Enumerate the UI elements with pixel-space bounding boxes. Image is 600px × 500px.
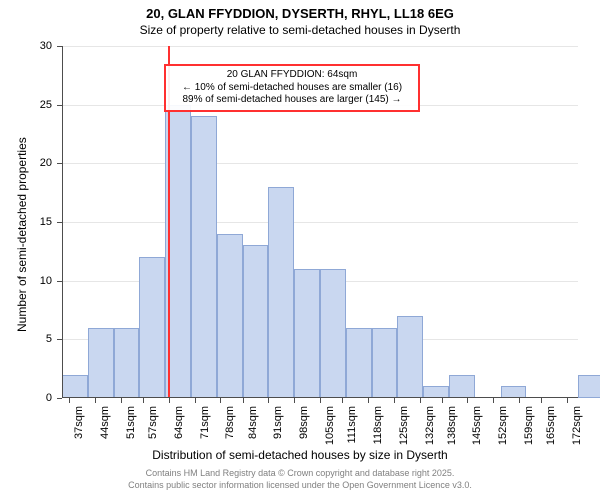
x-tick xyxy=(121,398,122,403)
histogram-bar xyxy=(191,116,217,398)
histogram-bar xyxy=(243,245,269,398)
x-tick-label: 111sqm xyxy=(346,406,358,456)
x-tick-label: 125sqm xyxy=(398,406,410,456)
gridline xyxy=(62,222,578,223)
x-tick-label: 91sqm xyxy=(272,406,284,456)
x-tick-label: 145sqm xyxy=(471,406,483,456)
x-tick xyxy=(519,398,520,403)
y-tick-label: 15 xyxy=(0,216,52,228)
histogram-bar xyxy=(578,375,600,398)
x-tick-label: 152sqm xyxy=(497,406,509,456)
histogram-bar xyxy=(372,328,398,398)
gridline xyxy=(62,163,578,164)
histogram-bar xyxy=(294,269,320,398)
x-tick xyxy=(169,398,170,403)
x-tick xyxy=(69,398,70,403)
x-tick xyxy=(368,398,369,403)
x-tick xyxy=(220,398,221,403)
x-tick-label: 64sqm xyxy=(173,406,185,456)
x-tick xyxy=(342,398,343,403)
annotation-line: 89% of semi-detached houses are larger (… xyxy=(171,94,413,107)
footer-copyright-2: Contains public sector information licen… xyxy=(0,480,600,490)
x-tick xyxy=(143,398,144,403)
x-tick xyxy=(442,398,443,403)
y-tick-label: 30 xyxy=(0,40,52,52)
histogram-bar xyxy=(397,316,423,398)
histogram-bar xyxy=(320,269,346,398)
annotation-box: 20 GLAN FFYDDION: 64sqm← 10% of semi-det… xyxy=(164,64,420,112)
y-tick xyxy=(57,105,62,106)
x-tick-label: 44sqm xyxy=(99,406,111,456)
x-tick-label: 118sqm xyxy=(372,406,384,456)
x-tick xyxy=(567,398,568,403)
annotation-line: ← 10% of semi-detached houses are smalle… xyxy=(171,82,413,95)
x-tick xyxy=(243,398,244,403)
y-tick xyxy=(57,222,62,223)
x-tick-label: 51sqm xyxy=(125,406,137,456)
plot-area: 20 GLAN FFYDDION: 64sqm← 10% of semi-det… xyxy=(62,46,578,398)
y-tick xyxy=(57,281,62,282)
histogram-bar xyxy=(449,375,475,398)
histogram-bar xyxy=(114,328,140,398)
histogram-bar xyxy=(62,375,88,398)
histogram-bar xyxy=(346,328,372,398)
x-tick xyxy=(268,398,269,403)
gridline xyxy=(62,46,578,47)
x-tick-label: 98sqm xyxy=(298,406,310,456)
chart-subtitle: Size of property relative to semi-detach… xyxy=(0,23,600,37)
x-tick xyxy=(320,398,321,403)
x-tick xyxy=(294,398,295,403)
histogram-bar xyxy=(88,328,114,398)
y-tick-label: 25 xyxy=(0,99,52,111)
chart-container: 20, GLAN FFYDDION, DYSERTH, RHYL, LL18 6… xyxy=(0,0,600,500)
title-block: 20, GLAN FFYDDION, DYSERTH, RHYL, LL18 6… xyxy=(0,6,600,37)
x-tick-label: 57sqm xyxy=(147,406,159,456)
x-tick xyxy=(420,398,421,403)
x-tick xyxy=(541,398,542,403)
x-tick xyxy=(95,398,96,403)
y-tick-label: 10 xyxy=(0,275,52,287)
x-tick xyxy=(467,398,468,403)
y-axis-line xyxy=(62,46,63,398)
x-tick xyxy=(493,398,494,403)
x-tick xyxy=(195,398,196,403)
x-tick-label: 138sqm xyxy=(446,406,458,456)
annotation-line: 20 GLAN FFYDDION: 64sqm xyxy=(171,69,413,82)
x-tick-label: 78sqm xyxy=(224,406,236,456)
y-tick xyxy=(57,398,62,399)
x-tick-label: 159sqm xyxy=(523,406,535,456)
y-tick-label: 20 xyxy=(0,157,52,169)
footer-copyright-1: Contains HM Land Registry data © Crown c… xyxy=(0,468,600,478)
x-tick-label: 37sqm xyxy=(73,406,85,456)
y-tick xyxy=(57,163,62,164)
x-tick xyxy=(394,398,395,403)
histogram-bar xyxy=(139,257,165,398)
x-tick-label: 132sqm xyxy=(424,406,436,456)
y-tick xyxy=(57,339,62,340)
x-tick-label: 105sqm xyxy=(324,406,336,456)
histogram-bar xyxy=(217,234,243,398)
chart-title: 20, GLAN FFYDDION, DYSERTH, RHYL, LL18 6… xyxy=(0,6,600,21)
x-tick-label: 165sqm xyxy=(545,406,557,456)
x-tick-label: 84sqm xyxy=(247,406,259,456)
histogram-bar xyxy=(268,187,294,398)
y-tick-label: 0 xyxy=(0,392,52,404)
y-tick-label: 5 xyxy=(0,333,52,345)
x-tick-label: 172sqm xyxy=(571,406,583,456)
y-tick xyxy=(57,46,62,47)
x-tick-label: 71sqm xyxy=(199,406,211,456)
